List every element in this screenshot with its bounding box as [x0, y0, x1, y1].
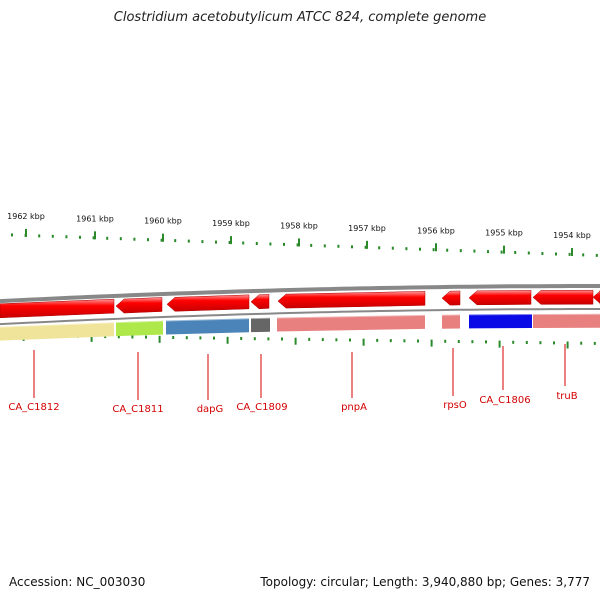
feature-arrow[interactable] [277, 291, 426, 309]
feature-arrow[interactable] [532, 289, 594, 305]
backbone-outer [0, 284, 600, 304]
gene-block-rpso[interactable] [442, 314, 460, 329]
feature-arrow[interactable] [441, 290, 461, 306]
feature-arrow[interactable] [115, 297, 163, 314]
scale-label: 1958 kbp [280, 221, 318, 230]
scale-label: 1955 kbp [485, 229, 523, 238]
feature-arrow[interactable] [166, 294, 250, 312]
gene-block-ca-c1806[interactable] [469, 313, 532, 329]
gene-block-highlight [165, 317, 250, 322]
gene-block-highlight [115, 319, 164, 324]
feature-arrow[interactable] [592, 289, 600, 305]
gene-block-pnpa[interactable] [277, 314, 425, 332]
gene-block-highlight [276, 313, 426, 319]
gene-label[interactable]: CA_C1812 [8, 402, 59, 413]
scale-label: 1960 kbp [144, 217, 182, 226]
gene-label[interactable]: rpsO [443, 400, 467, 411]
gene-label[interactable]: dapG [197, 404, 224, 415]
topology-summary: Topology: circular; Length: 3,940,880 bp… [260, 575, 590, 589]
scale-label: 1957 kbp [348, 224, 386, 233]
gene-label[interactable]: pnpA [341, 402, 367, 413]
backbone-inner [0, 308, 600, 326]
feature-arrow[interactable] [0, 298, 115, 319]
scale-label: 1954 kbp [553, 231, 591, 240]
accession-label: Accession: NC_003030 [9, 575, 146, 589]
feature-arrow[interactable] [250, 294, 270, 310]
scale-label: 1962 kbp [7, 212, 45, 221]
gene-label[interactable]: truB [556, 391, 577, 402]
scale-label: 1959 kbp [212, 219, 250, 228]
scale-label: 1961 kbp [76, 214, 114, 223]
gene-block-ca-c1809[interactable] [251, 317, 270, 333]
gene-label[interactable]: CA_C1806 [479, 395, 530, 406]
genome-title: Clostridium acetobutylicum ATCC 824, com… [113, 10, 487, 25]
scale-label: 1956 kbp [417, 226, 455, 235]
gene-block-trub[interactable] [533, 313, 600, 328]
gene-label[interactable]: CA_C1811 [112, 404, 163, 415]
gene-label[interactable]: CA_C1809 [236, 402, 287, 413]
gene-block-ca-c1811[interactable] [116, 320, 163, 337]
gene-block-dapg[interactable] [166, 318, 249, 335]
gene-block-highlight [0, 321, 115, 328]
gene-block-ca-c1812[interactable] [0, 322, 114, 341]
feature-arrow[interactable] [468, 290, 532, 306]
